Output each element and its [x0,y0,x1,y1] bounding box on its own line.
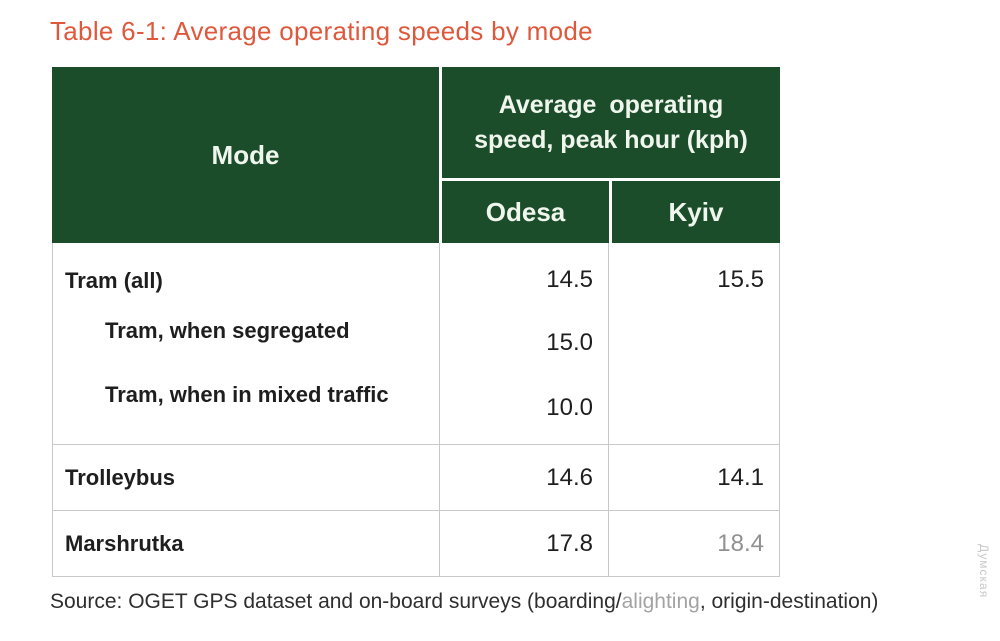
header-divider-vertical [439,67,442,243]
header-city-row: Odesa Kyiv [442,181,780,243]
header-cell-odesa: Odesa [442,181,609,243]
value-trolleybus-kyiv: 14.1 [717,463,764,491]
cell-marshrutka-odesa: 17.8 [440,511,609,576]
value-tram-mixed-odesa: 10.0 [546,394,593,421]
cell-trolleybus-kyiv: 14.1 [609,445,779,510]
source-text-suffix: , origin-destination) [699,590,879,613]
value-trolleybus-odesa: 14.6 [546,463,593,491]
value-tram-all-odesa: 14.5 [546,266,593,293]
value-marshrutka-kyiv: 18.4 [717,529,764,557]
table-row-trolleybus: Trolleybus 14.6 14.1 [53,445,779,511]
value-marshrutka-odesa: 17.8 [546,529,593,557]
cell-marshrutka-kyiv: 18.4 [609,511,779,576]
cell-trolleybus-mode: Trolleybus [53,445,440,510]
cell-trolleybus-odesa: 14.6 [440,445,609,510]
value-tram-segregated-odesa: 15.0 [546,329,593,356]
header-divider-vertical [609,181,612,243]
cell-tram-kyiv: 15.5 [609,243,779,444]
header-cell-mode: Mode [52,67,439,243]
row-label-trolleybus: Trolleybus [65,464,176,490]
row-label-marshrutka: Marshrutka [65,530,184,556]
header-speed-line-2: speed, peak hour (kph) [474,125,748,154]
speeds-table: Mode Average operating speed, peak hour … [52,67,780,577]
cell-marshrutka-mode: Marshrutka [53,511,440,576]
dumskaya-watermark: Думская [977,544,991,599]
table-row-marshrutka: Marshrutka 17.8 18.4 [53,511,779,577]
table-row-tram: Tram (all) Tram, when segregated Tram, w… [53,243,779,445]
source-text-prefix: Source: OGET GPS dataset and on-board su… [50,590,622,613]
cell-tram-odesa: 14.5 15.0 10.0 [440,243,609,444]
table-body: Tram (all) Tram, when segregated Tram, w… [52,243,780,577]
cell-tram-modes: Tram (all) Tram, when segregated Tram, w… [53,243,440,444]
header-speed-group: Average operating speed, peak hour (kph)… [442,67,780,243]
header-speed-line-1: Average operating [498,90,724,119]
row-label-tram-mixed: Tram, when in mixed traffic [105,382,389,407]
header-cell-kyiv: Kyiv [612,181,780,243]
header-cell-speed: Average operating speed, peak hour (kph) [442,67,780,178]
row-label-tram-all: Tram (all) [65,268,163,293]
source-text-muted: alighting [621,590,700,613]
header-divider-horizontal [442,178,780,181]
table-header: Mode Average operating speed, peak hour … [52,67,780,243]
row-label-tram-segregated: Tram, when segregated [105,318,350,343]
source-note: Source: OGET GPS dataset and on-board su… [50,590,878,614]
value-tram-all-kyiv: 15.5 [717,266,764,293]
table-title: Table 6-1: Average operating speeds by m… [50,16,593,46]
